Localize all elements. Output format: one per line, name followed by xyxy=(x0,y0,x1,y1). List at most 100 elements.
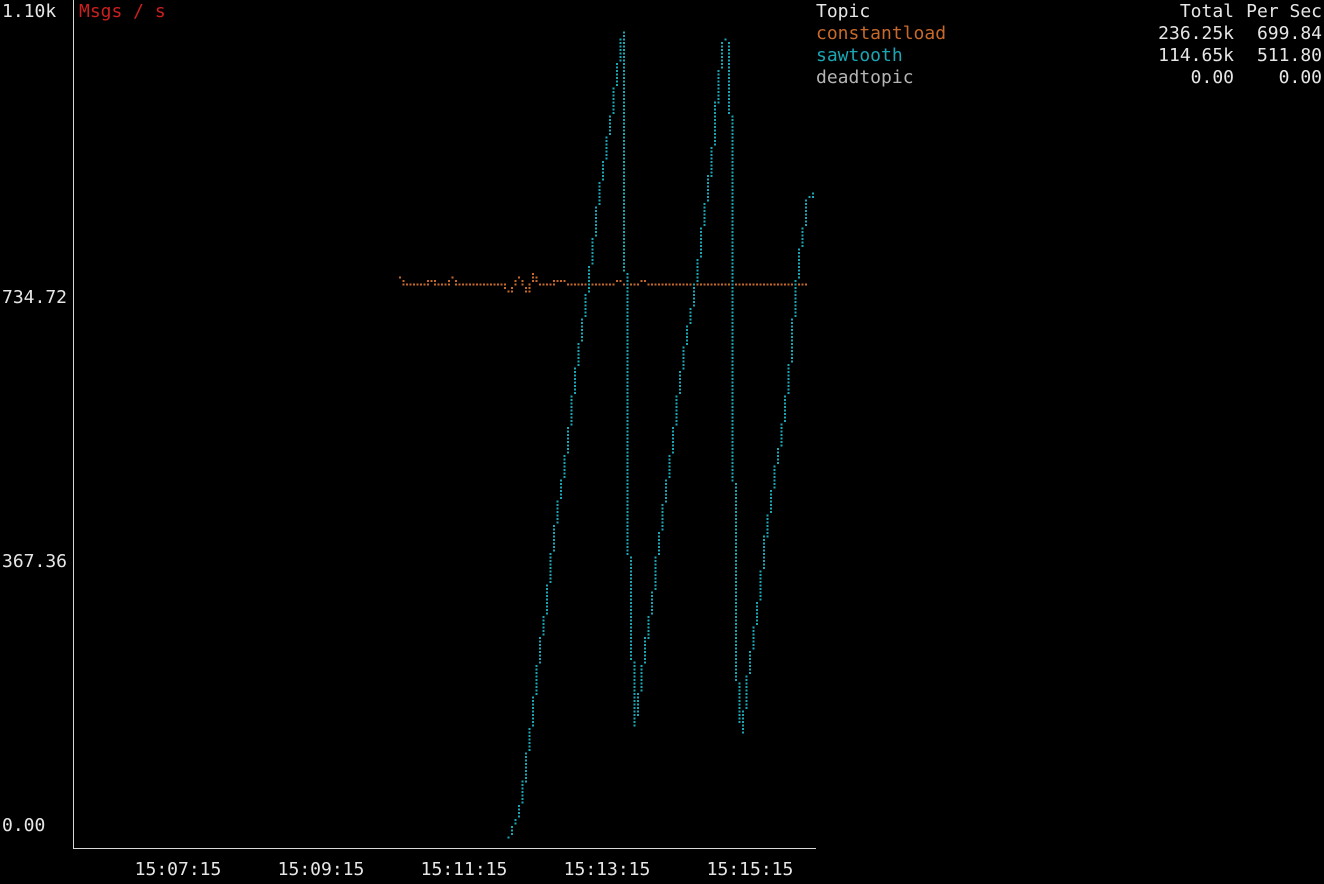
data-point xyxy=(644,658,646,660)
data-point xyxy=(595,234,597,237)
data-point xyxy=(591,245,594,247)
data-point xyxy=(602,171,604,174)
data-point xyxy=(735,518,737,520)
data-point xyxy=(731,318,734,321)
data-point xyxy=(735,581,737,583)
data-point xyxy=(539,637,541,639)
data-point xyxy=(598,182,601,184)
data-point xyxy=(728,70,730,72)
data-point xyxy=(717,77,720,79)
data-point xyxy=(714,126,716,128)
data-point xyxy=(801,227,804,230)
data-point xyxy=(626,546,629,548)
data-point xyxy=(609,122,611,125)
data-point xyxy=(486,283,489,286)
data-point xyxy=(535,276,538,279)
data-point xyxy=(612,87,615,90)
data-point xyxy=(535,689,538,692)
data-point xyxy=(731,378,734,380)
data-point xyxy=(623,164,625,167)
data-point xyxy=(626,469,629,471)
data-point xyxy=(532,707,534,709)
data-point xyxy=(623,213,625,216)
data-point xyxy=(731,388,734,391)
data-point xyxy=(738,707,741,709)
data-point xyxy=(735,633,737,636)
data-point xyxy=(689,318,692,321)
data-point xyxy=(668,469,671,471)
data-point xyxy=(574,392,576,394)
data-point xyxy=(756,283,758,286)
data-point xyxy=(766,521,769,524)
data-point xyxy=(735,651,737,653)
data-point xyxy=(731,479,734,482)
y-tick-label: 1.10k xyxy=(2,1,57,22)
data-point xyxy=(549,574,552,576)
data-point xyxy=(777,458,779,461)
data-point xyxy=(735,668,737,671)
data-point xyxy=(637,693,639,695)
data-point xyxy=(542,626,545,629)
data-point xyxy=(707,189,709,191)
data-point xyxy=(710,168,713,170)
data-point xyxy=(504,287,506,289)
data-point xyxy=(570,402,573,405)
data-point xyxy=(731,248,734,251)
data-point xyxy=(770,490,772,492)
data-point xyxy=(731,115,734,118)
data-point xyxy=(728,59,730,62)
data-point xyxy=(721,45,723,48)
data-point xyxy=(801,241,804,244)
data-point xyxy=(588,266,590,268)
data-point xyxy=(616,70,618,72)
data-point xyxy=(626,539,629,541)
data-point xyxy=(637,696,639,699)
x-tick-label: 15:15:15 xyxy=(706,859,794,880)
data-point xyxy=(528,749,531,751)
data-point xyxy=(689,308,692,310)
data-point xyxy=(626,353,629,356)
data-point xyxy=(626,385,629,387)
data-point xyxy=(731,217,734,219)
data-point xyxy=(766,518,769,520)
data-point xyxy=(633,710,636,713)
data-point xyxy=(675,423,678,426)
data-point xyxy=(780,427,783,429)
data-point xyxy=(714,129,716,132)
data-point xyxy=(581,322,583,324)
data-point xyxy=(525,752,527,755)
data-point xyxy=(560,490,562,492)
data-point xyxy=(623,77,625,79)
data-point xyxy=(504,283,506,286)
data-point xyxy=(742,728,744,730)
series-sawtooth xyxy=(507,31,814,839)
data-point xyxy=(668,455,671,457)
data-point xyxy=(633,703,636,706)
data-point xyxy=(672,434,674,436)
data-point xyxy=(735,612,737,615)
data-point xyxy=(605,140,608,142)
data-point xyxy=(563,462,566,464)
data-point xyxy=(745,707,748,709)
data-point xyxy=(710,175,713,177)
data-point xyxy=(731,206,734,209)
data-point xyxy=(630,567,632,569)
data-point xyxy=(714,140,716,142)
data-point xyxy=(756,609,758,611)
data-point xyxy=(535,693,538,695)
data-point xyxy=(514,819,517,821)
data-point xyxy=(591,252,594,254)
data-point xyxy=(598,199,601,202)
data-point xyxy=(532,696,534,699)
data-point xyxy=(626,360,629,363)
data-point xyxy=(577,353,580,356)
data-point xyxy=(570,399,573,401)
data-point xyxy=(714,136,716,139)
data-point xyxy=(595,231,597,233)
data-point xyxy=(476,283,478,286)
data-point xyxy=(780,283,783,286)
data-point xyxy=(626,490,629,492)
data-point xyxy=(549,553,552,555)
data-point xyxy=(717,80,720,83)
data-point xyxy=(647,626,650,629)
